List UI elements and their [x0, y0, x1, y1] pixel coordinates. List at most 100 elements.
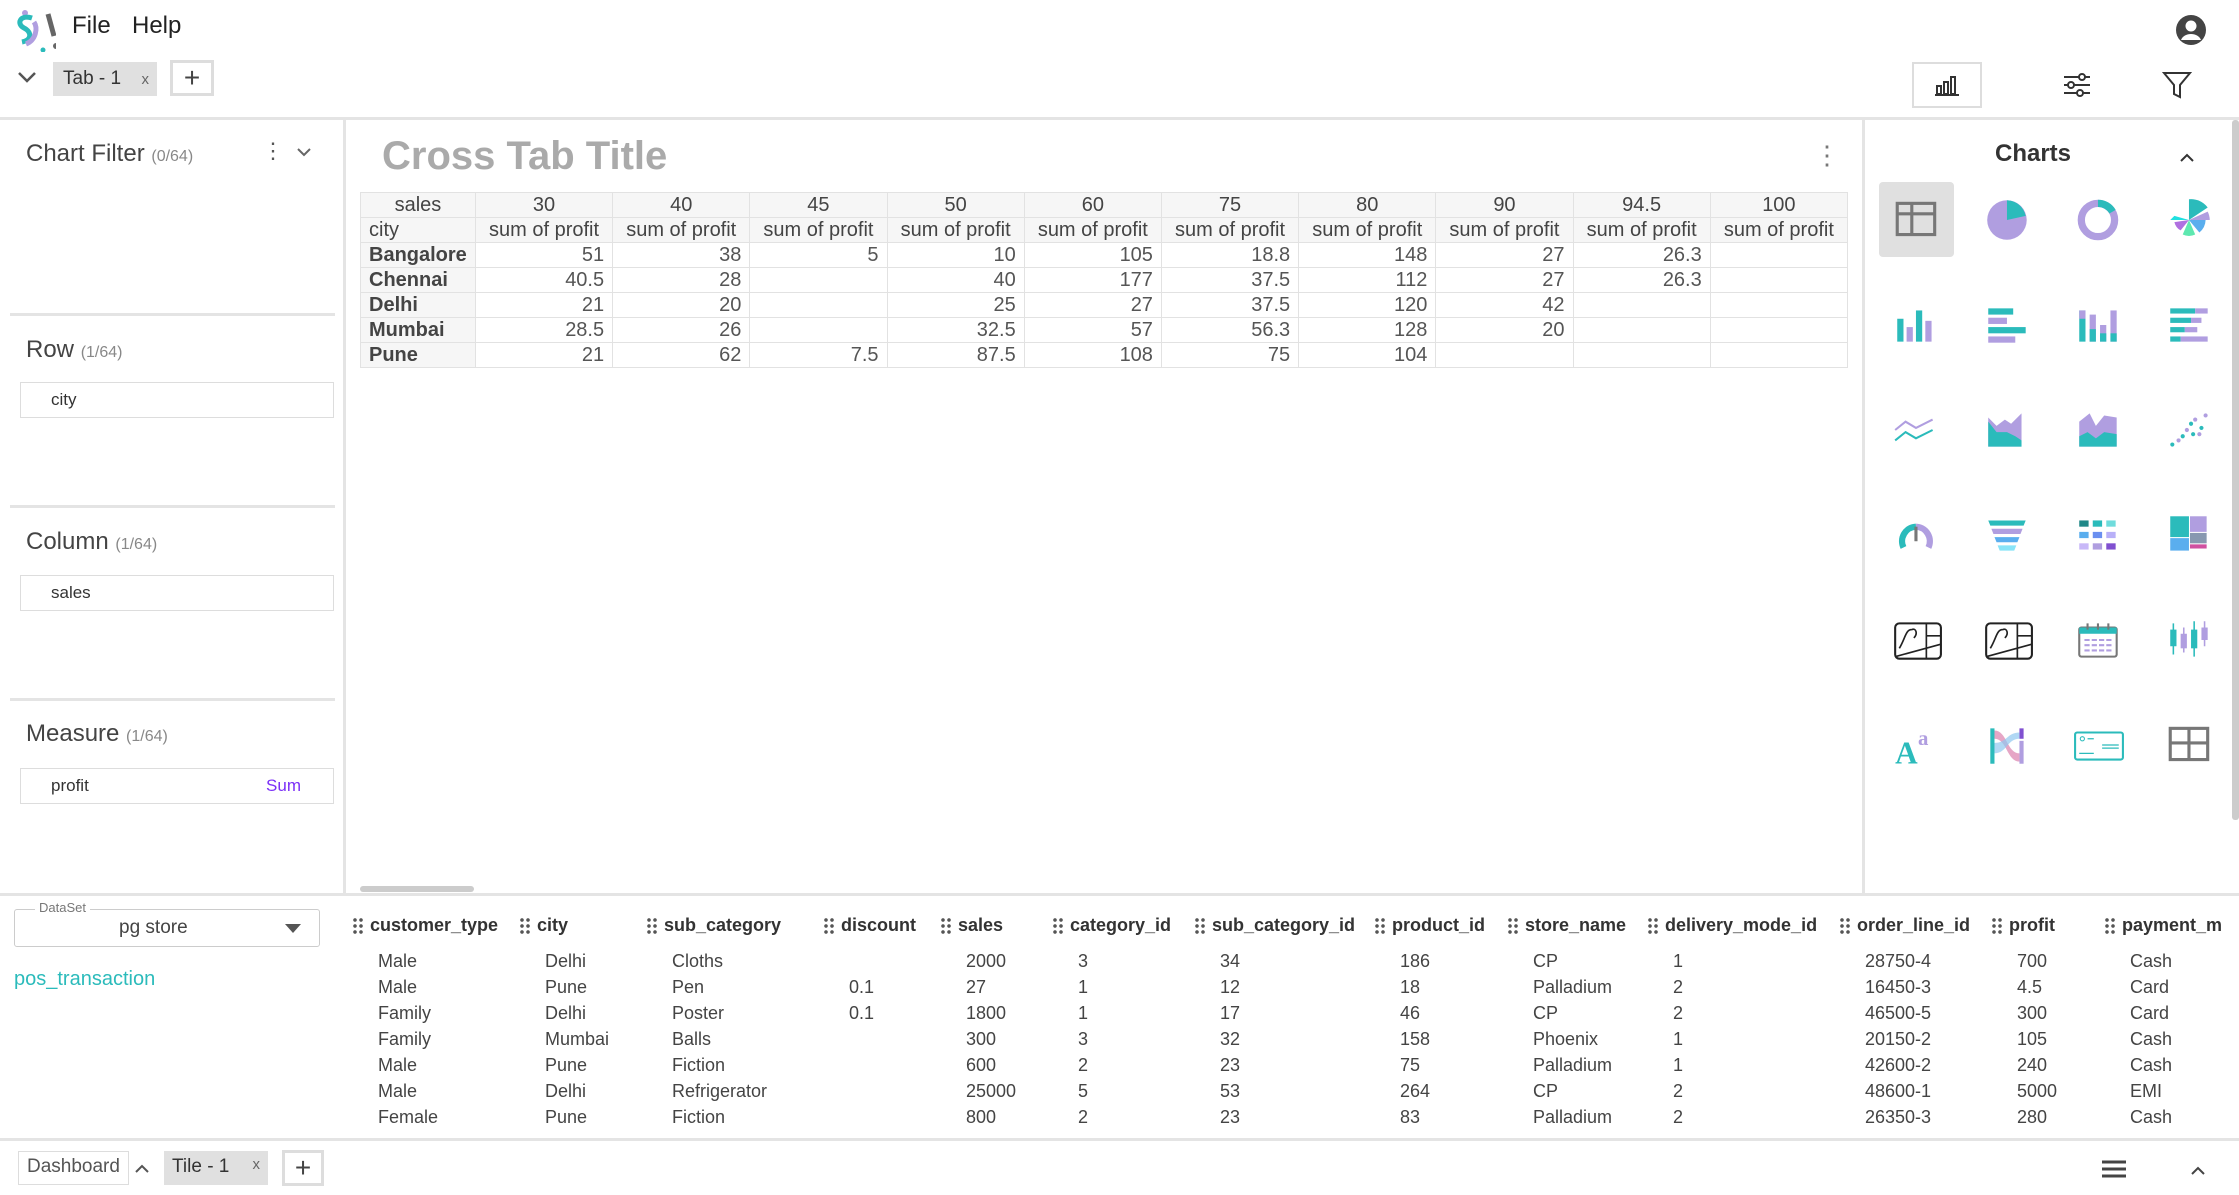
- drag-handle-icon[interactable]: [1839, 916, 1851, 935]
- measure-header: sum of profit: [1160, 217, 1300, 243]
- column-header[interactable]: category_id: [1052, 908, 1194, 948]
- data-preview-table: customer_type city sub_category discount sal…: [352, 908, 2234, 1130]
- crosstab-cell: [1709, 317, 1848, 343]
- table-cell: Palladium: [1533, 1054, 1613, 1075]
- drag-handle-icon[interactable]: [1991, 916, 2003, 935]
- table-cell: Delhi: [545, 1002, 587, 1023]
- dashboard-button[interactable]: Dashboard: [18, 1151, 129, 1185]
- dataset-select[interactable]: DataSet pg store: [14, 900, 320, 947]
- svg-text:A: A: [1895, 735, 1918, 767]
- chart-type-stacked-horizontal-bar[interactable]: [2152, 287, 2227, 362]
- chart-type-button[interactable]: [1912, 62, 1982, 108]
- column-header[interactable]: discount: [823, 908, 940, 948]
- chart-type-scatter[interactable]: [2152, 392, 2227, 467]
- chart-type-donut[interactable]: [2061, 182, 2136, 257]
- horizontal-bar-chart-icon: [1987, 307, 2026, 343]
- crosstab-cell: 28: [612, 267, 751, 293]
- chart-filter-chevron-icon[interactable]: [296, 144, 312, 162]
- column-header-label: city: [537, 914, 569, 935]
- dataset-table-link[interactable]: pos_transaction: [14, 968, 156, 990]
- tile-close-button[interactable]: x: [252, 1156, 261, 1173]
- row-field[interactable]: city: [20, 382, 334, 418]
- menu-help[interactable]: Help: [132, 12, 182, 39]
- chart-type-horizontal-bar[interactable]: [1970, 287, 2045, 362]
- drag-handle-icon[interactable]: [352, 916, 364, 935]
- chart-filter-more-icon[interactable]: ⋮: [262, 138, 284, 163]
- chart-type-gauge[interactable]: [1879, 497, 1954, 572]
- dashboard-chevron-up-icon[interactable]: [134, 1161, 150, 1179]
- chart-type-rose[interactable]: [2152, 182, 2227, 257]
- drag-handle-icon[interactable]: [823, 916, 835, 935]
- menu-lines-icon[interactable]: [2102, 1159, 2126, 1184]
- filter-button[interactable]: [2142, 62, 2212, 108]
- chart-type-treemap[interactable]: [2152, 497, 2227, 572]
- chart-type-geo-map[interactable]: [1879, 602, 1954, 677]
- chart-more-icon[interactable]: ⋮: [1814, 140, 1840, 170]
- column-field[interactable]: sales: [20, 575, 334, 611]
- horizontal-scrollbar[interactable]: [360, 886, 474, 892]
- table-cell: 800: [966, 1106, 997, 1127]
- drag-handle-icon[interactable]: [1052, 916, 1064, 935]
- chart-type-heatmap[interactable]: [2061, 497, 2136, 572]
- chart-type-funnel[interactable]: [1970, 497, 2045, 572]
- chart-type-sankey[interactable]: [1970, 707, 2045, 782]
- tab-close-button[interactable]: x: [141, 70, 150, 88]
- column-header-label: product_id: [1392, 914, 1485, 935]
- column-header[interactable]: city: [519, 908, 646, 948]
- collapse-tabs-chevron-icon[interactable]: [16, 70, 38, 89]
- funnel-chart-icon: [1987, 519, 2026, 551]
- crosstab-cell: 20: [1435, 317, 1574, 343]
- column-header[interactable]: sales: [940, 908, 1052, 948]
- chart-type-boxplot[interactable]: [2152, 602, 2227, 677]
- crosstab-cell: [1709, 292, 1848, 318]
- footer-chevron-up-icon[interactable]: [2190, 1163, 2206, 1181]
- drag-handle-icon[interactable]: [940, 916, 952, 935]
- add-tab-button[interactable]: +: [170, 60, 214, 96]
- measure-header: sum of profit: [886, 217, 1025, 243]
- table-cell: CP: [1533, 950, 1559, 971]
- chart-type-table[interactable]: [2152, 707, 2227, 782]
- measure-aggregation[interactable]: Sum: [266, 776, 301, 795]
- chart-type-area[interactable]: [1970, 392, 2045, 467]
- vertical-scrollbar[interactable]: [2232, 120, 2239, 820]
- tile-1[interactable]: Tile - 1 x: [164, 1151, 268, 1185]
- chart-type-bar[interactable]: [1879, 287, 1954, 362]
- column-header[interactable]: customer_type: [352, 908, 519, 948]
- drag-handle-icon[interactable]: [519, 916, 531, 935]
- chart-type-crosstab[interactable]: [1879, 182, 1954, 257]
- chart-type-calendar[interactable]: [2061, 602, 2136, 677]
- chart-type-simple-card[interactable]: [2061, 707, 2136, 782]
- crosstab-subheader-row: city sum of profit sum of profit sum of pro…: [360, 217, 1848, 243]
- drag-handle-icon[interactable]: [1374, 916, 1386, 935]
- drag-handle-icon[interactable]: [1194, 916, 1206, 935]
- add-tile-button[interactable]: +: [282, 1150, 324, 1186]
- table-cell: Pune: [545, 976, 588, 997]
- column-header[interactable]: profit: [1991, 908, 2104, 948]
- column-header[interactable]: sub_category: [646, 908, 823, 948]
- settings-sliders-button[interactable]: [2042, 62, 2112, 108]
- drag-handle-icon[interactable]: [1507, 916, 1519, 935]
- chart-type-stacked-area[interactable]: [2061, 392, 2136, 467]
- charts-collapse-chevron-icon[interactable]: [2179, 150, 2195, 168]
- column-header[interactable]: sub_category_id: [1194, 908, 1374, 948]
- column-header[interactable]: product_id: [1374, 908, 1507, 948]
- drag-handle-icon[interactable]: [646, 916, 658, 935]
- drag-handle-icon[interactable]: [1647, 916, 1659, 935]
- column-header[interactable]: order_line_id: [1839, 908, 1991, 948]
- column-value-header: 40: [612, 192, 751, 218]
- tab-1[interactable]: Tab - 1 x: [53, 62, 157, 96]
- chart-type-geo-map-2[interactable]: [1970, 602, 2045, 677]
- table-cell: Fiction: [672, 1106, 726, 1127]
- crosstab-title[interactable]: Cross Tab Title: [382, 134, 668, 178]
- menu-file[interactable]: File: [72, 12, 111, 39]
- column-header[interactable]: store_name: [1507, 908, 1647, 948]
- measure-field[interactable]: profit Sum: [20, 768, 334, 804]
- chart-type-pie[interactable]: [1970, 182, 2045, 257]
- user-account-icon[interactable]: [2175, 14, 2207, 51]
- chart-type-line[interactable]: [1879, 392, 1954, 467]
- drag-handle-icon[interactable]: [2104, 916, 2116, 935]
- column-header[interactable]: delivery_mode_id: [1647, 908, 1839, 948]
- column-header[interactable]: payment_m: [2104, 908, 2234, 948]
- chart-type-stacked-bar[interactable]: [2061, 287, 2136, 362]
